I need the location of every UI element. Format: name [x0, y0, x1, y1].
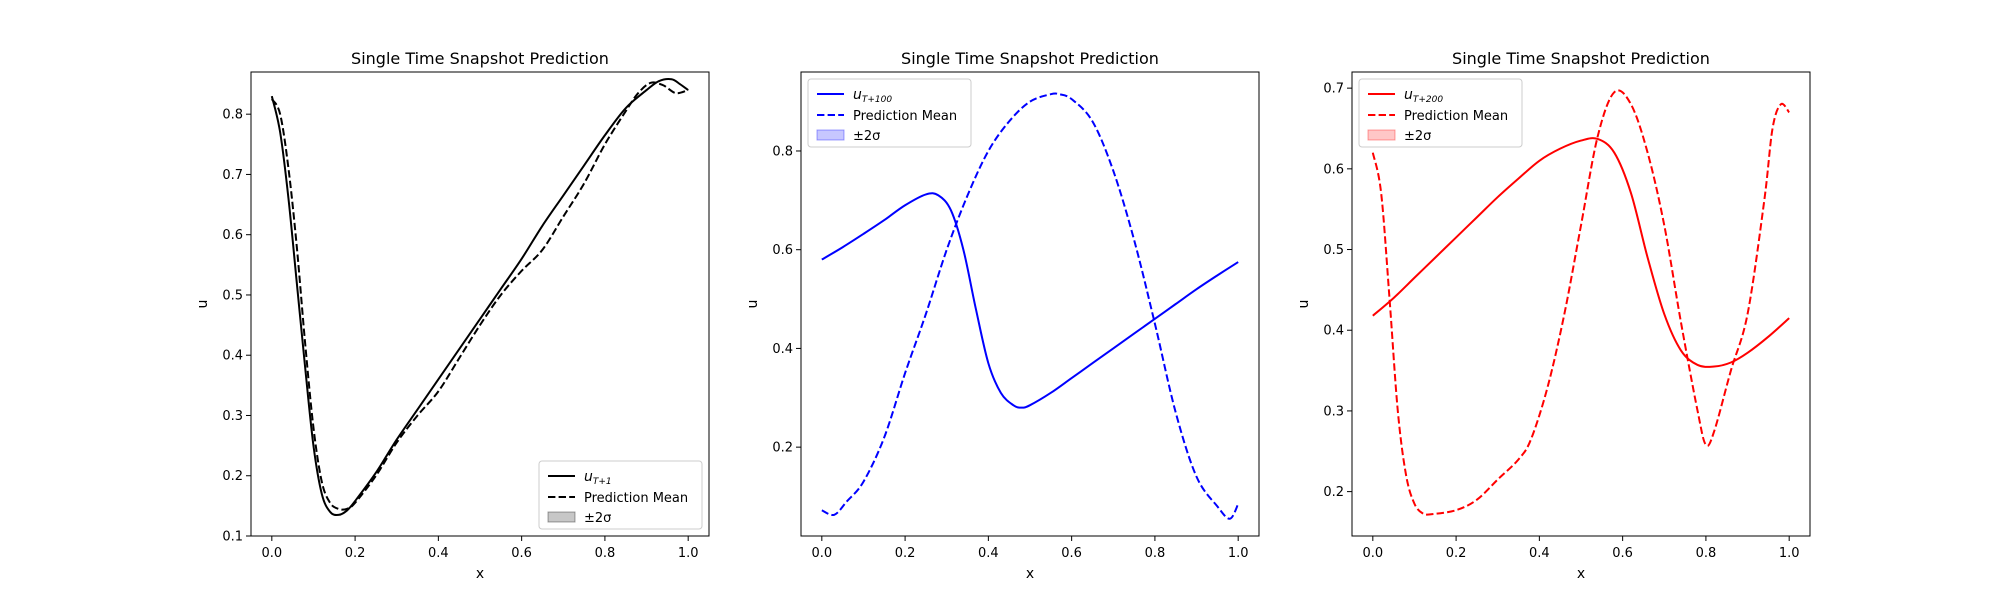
x-tick-label: 0.6 — [1612, 546, 1633, 561]
ground-truth-line — [270, 78, 689, 517]
series-group — [1371, 89, 1790, 516]
prediction-mean-line — [270, 81, 689, 511]
legend: uT+200 Prediction Mean ±2σ — [1358, 78, 1523, 148]
legend-label-uncertainty: ±2σ — [1404, 129, 1431, 144]
legend-patch-uncertainty — [816, 129, 845, 141]
series-group — [821, 92, 1240, 520]
legend-label-ground-truth: uT+200 — [1404, 87, 1443, 105]
y-tick-label: 0.3 — [222, 409, 243, 424]
x-tick-label: 0.4 — [428, 546, 449, 561]
x-tick-label: 0.4 — [978, 546, 999, 561]
legend-symbol-u: u — [853, 87, 862, 103]
legend-label-uncertainty: ±2σ — [584, 511, 611, 526]
y-tick-label: 0.6 — [1323, 162, 1344, 177]
legend: uT+1 Prediction Mean ±2σ — [538, 460, 703, 530]
y-tick-label: 0.2 — [1323, 485, 1344, 500]
x-axis-label: x — [1577, 566, 1585, 582]
x-tick-label: 0.6 — [1061, 546, 1082, 561]
y-tick-label: 0.4 — [772, 342, 793, 357]
chart-title: Single Time Snapshot Prediction — [1452, 49, 1710, 68]
legend-label-prediction-mean: Prediction Mean — [853, 109, 957, 124]
prediction-mean-line — [821, 92, 1240, 520]
axes-frame — [1351, 71, 1811, 537]
series-group — [270, 78, 689, 517]
y-axis-label: u — [745, 300, 761, 309]
y-tick-label: 0.5 — [1323, 243, 1344, 258]
legend-symbol-u: u — [584, 469, 593, 485]
chart-panel-3: Single Time Snapshot Prediction 0.0 0.2 0.4… — [1296, 49, 1811, 582]
axes-frame — [800, 71, 1260, 537]
y-tick-label: 0.2 — [772, 441, 793, 456]
legend-subscript: T+200 — [1413, 95, 1443, 105]
x-tick-label: 0.8 — [595, 546, 616, 561]
legend-subscript: T+100 — [862, 95, 892, 105]
legend-label-uncertainty: ±2σ — [853, 129, 880, 144]
x-tick-label: 1.0 — [1779, 546, 1800, 561]
y-tick-label: 0.2 — [222, 469, 243, 484]
y-axis-label: u — [1296, 300, 1312, 309]
x-tick-label: 0.0 — [261, 546, 282, 561]
y-axis-label: u — [195, 300, 211, 309]
legend: uT+100 Prediction Mean ±2σ — [807, 78, 972, 148]
y-tick-label: 0.8 — [222, 108, 243, 123]
x-tick-label: 0.8 — [1145, 546, 1166, 561]
x-tick-label: 0.2 — [345, 546, 366, 561]
y-tick-label: 0.5 — [222, 288, 243, 303]
legend-symbol-u: u — [1404, 87, 1413, 103]
chart-panel-2: Single Time Snapshot Prediction 0.0 0.2 0.4… — [745, 49, 1260, 582]
x-tick-label: 0.2 — [1446, 546, 1467, 561]
y-tick-label: 0.4 — [222, 349, 243, 364]
x-tick-label: 0.0 — [1362, 546, 1383, 561]
x-tick-label: 0.6 — [511, 546, 532, 561]
legend-label-ground-truth: uT+100 — [853, 87, 892, 105]
y-tick-label: 0.8 — [772, 144, 793, 159]
x-axis-label: x — [1026, 566, 1034, 582]
y-tick-label: 0.7 — [1323, 82, 1344, 97]
legend-label-prediction-mean: Prediction Mean — [1404, 109, 1508, 124]
ground-truth-line — [1372, 137, 1790, 368]
x-tick-label: 0.8 — [1696, 546, 1717, 561]
prediction-mean-line — [1371, 89, 1790, 516]
ground-truth-line — [821, 192, 1239, 409]
x-tick-label: 1.0 — [1228, 546, 1249, 561]
legend-box — [807, 78, 972, 148]
x-tick-label: 0.2 — [895, 546, 916, 561]
x-tick-label: 1.0 — [678, 546, 699, 561]
chart-panel-1: Single Time Snapshot Prediction 0.0 0.2 0.4… — [195, 49, 710, 582]
y-tick-label: 0.6 — [222, 228, 243, 243]
legend-box — [538, 460, 703, 530]
y-tick-label: 0.7 — [222, 168, 243, 183]
chart-title: Single Time Snapshot Prediction — [351, 49, 609, 68]
y-tick-label: 0.4 — [1323, 324, 1344, 339]
y-tick-label: 0.1 — [222, 530, 243, 545]
x-axis-label: x — [476, 566, 484, 582]
legend-patch-uncertainty — [1367, 129, 1396, 141]
x-tick-label: 0.0 — [811, 546, 832, 561]
y-tick-label: 0.3 — [1323, 404, 1344, 419]
legend-label-ground-truth: uT+1 — [584, 469, 612, 487]
legend-subscript: T+1 — [593, 477, 612, 487]
axes-frame — [250, 71, 710, 537]
legend-box — [1358, 78, 1523, 148]
legend-patch-uncertainty — [547, 511, 576, 523]
x-tick-label: 0.4 — [1529, 546, 1550, 561]
legend-label-prediction-mean: Prediction Mean — [584, 491, 688, 506]
y-tick-label: 0.6 — [772, 243, 793, 258]
chart-title: Single Time Snapshot Prediction — [901, 49, 1159, 68]
